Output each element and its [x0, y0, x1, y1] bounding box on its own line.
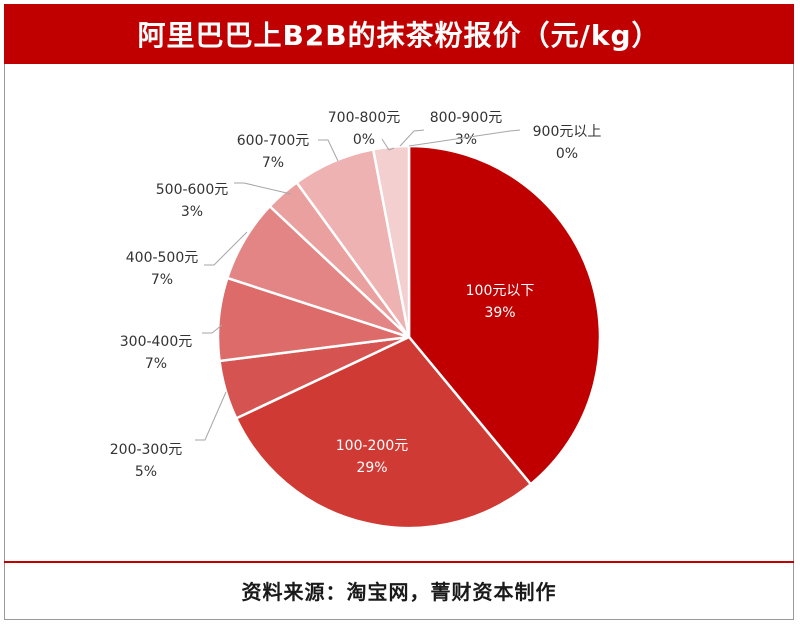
footer-divider [4, 561, 794, 563]
slice-percent: 7% [151, 272, 173, 288]
slice-label: 700-800元 [328, 110, 401, 126]
slice-percent: 3% [181, 204, 203, 220]
slice-percent: 7% [145, 356, 167, 372]
slice-percent: 0% [556, 146, 578, 162]
slice-label: 300-400元 [120, 334, 193, 350]
slice-percent: 7% [262, 155, 284, 171]
leader-line [408, 129, 521, 147]
leader-line [202, 324, 223, 334]
pie-slice [407, 144, 602, 486]
source-note: 资料来源：淘宝网，菁财资本制作 [241, 580, 557, 604]
slice-percent: 0% [353, 132, 375, 148]
slice-label: 200-300元 [110, 442, 183, 458]
pie-slice [371, 144, 411, 338]
slice-label: 600-700元 [237, 133, 310, 149]
slice-label: 100元以下 [466, 283, 535, 299]
leader-line [234, 182, 292, 195]
slice-percent: 5% [135, 464, 157, 480]
slice-label: 100-200元 [336, 438, 409, 454]
slice-label: 500-600元 [156, 182, 229, 198]
leader-line [381, 138, 395, 151]
leader-line [399, 129, 425, 147]
slice-percent: 3% [455, 132, 477, 148]
slice-label: 800-900元 [430, 110, 503, 126]
leader-line [204, 231, 248, 266]
chart-title: 阿里巴巴上B2B的抹茶粉报价（元/kg） [4, 4, 794, 64]
slice-label: 900元以上 [533, 124, 602, 140]
slice-percent: 39% [484, 305, 515, 321]
leader-line [318, 139, 339, 162]
slice-label: 400-500元 [126, 250, 199, 266]
leader-line [195, 391, 227, 441]
slice-percent: 29% [356, 460, 387, 476]
